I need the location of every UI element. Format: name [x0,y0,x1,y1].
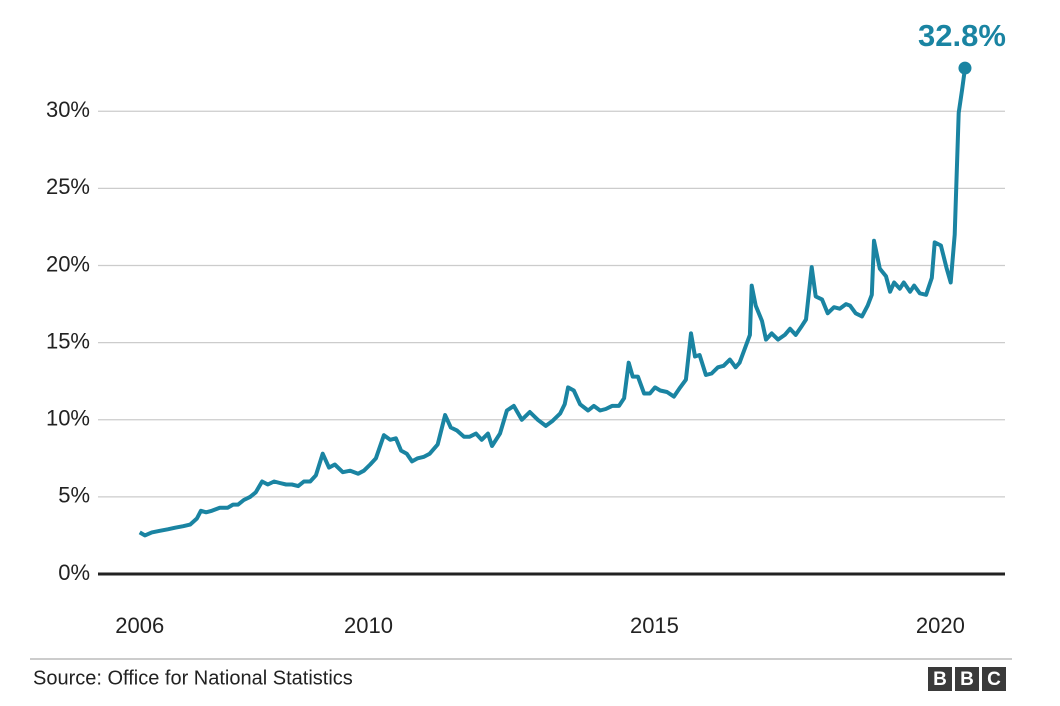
y-tick-label: 20% [46,251,90,276]
y-tick-label: 10% [46,406,90,431]
x-tick-label: 2006 [115,613,164,638]
logo-box [955,667,979,691]
logo-box [982,667,1006,691]
x-tick-label: 2020 [916,613,965,638]
end-label: 32.8% [918,18,1006,53]
y-tick-label: 15% [46,328,90,353]
logo-letter: B [960,669,974,690]
y-tick-label: 30% [46,97,90,122]
logo-letter: B [933,669,947,690]
y-tick-label: 25% [46,174,90,199]
logo-box [928,667,952,691]
line [138,67,967,538]
logo-letter: C [987,669,1001,690]
y-tick-label: 5% [58,483,90,508]
y-tick-label: 0% [58,560,90,585]
source: Source: Office for National Statistics [33,667,353,689]
end-point [958,61,972,75]
x-tick-label: 2015 [630,613,679,638]
x-tick-label: 2010 [344,613,393,638]
